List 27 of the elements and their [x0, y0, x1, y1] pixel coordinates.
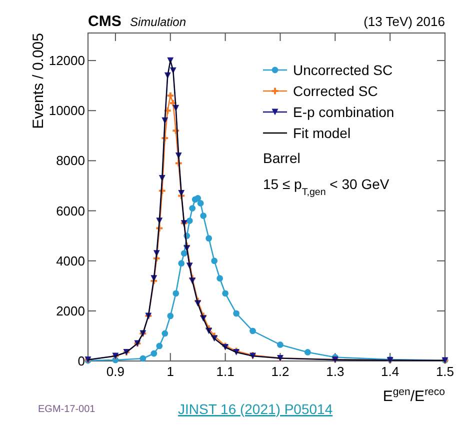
- y-tick-label: 6000: [56, 203, 85, 218]
- legend-label: Fit model: [293, 125, 351, 141]
- x-tick-label: 0.9: [106, 364, 124, 379]
- annotation: 15 ≤ p$_{T,gen}$ < 30 GeV: [263, 176, 390, 198]
- x-tick-label: 1: [166, 364, 174, 379]
- y-tick-label: 4000: [56, 253, 85, 268]
- y-tick-label: 2000: [56, 303, 85, 318]
- y-axis-title: Events / 0.005: [30, 33, 47, 129]
- y-tick-label: 8000: [56, 153, 85, 168]
- x-axis-title: E$^{gen}$/E$^{reco}$: [382, 386, 446, 405]
- chart-title: CMS: [88, 13, 122, 30]
- x-tick-label: 1.3: [326, 364, 344, 379]
- legend-label: Corrected SC: [293, 83, 378, 99]
- text: Simulation: [130, 15, 186, 29]
- y-tick-label: 0: [78, 354, 85, 368]
- text: EGM-17-001: [38, 404, 96, 415]
- y-tick-label: 10000: [48, 103, 85, 118]
- legend-label: E-p combination: [293, 104, 394, 120]
- legend-label: Uncorrected SC: [293, 62, 393, 78]
- x-tick-label: 1.1: [216, 364, 234, 379]
- x-tick-label: 1.4: [381, 364, 400, 379]
- chart-subtitle: (13 TeV) 2016: [364, 14, 445, 29]
- y-tick-label: 12000: [48, 53, 85, 68]
- text: JINST 16 (2021) P05014: [178, 401, 333, 417]
- annotation: Barrel: [263, 150, 300, 166]
- x-tick-label: 1.5: [436, 364, 454, 379]
- x-tick-label: 1.2: [271, 364, 290, 379]
